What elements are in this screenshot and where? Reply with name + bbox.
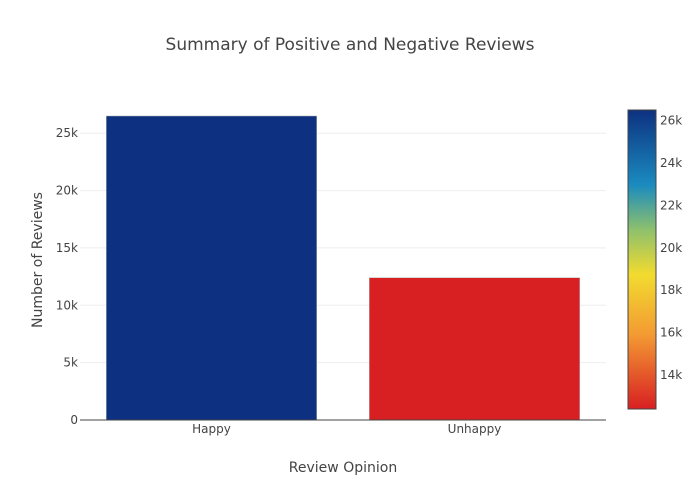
chart-title: Summary of Positive and Negative Reviews [166,35,535,55]
colorbar-tick-label: 20k [660,241,682,255]
colorbar-tick-label: 22k [660,198,682,212]
colorbar: 14k 16k 18k 20k 22k 24k 26k [627,109,682,410]
y-tick-label: 10k [56,298,78,312]
y-tick-label: 15k [56,241,78,255]
y-tick-label: 20k [56,184,78,198]
y-tick-label: 0 [70,413,78,427]
colorbar-tick-label: 26k [660,114,682,128]
bar-unhappy [369,277,580,421]
x-axis-label: Review Opinion [289,460,397,476]
colorbar-tick-label: 14k [660,368,682,382]
y-tick-label: 25k [56,126,78,140]
x-tick-label: Happy [192,422,231,436]
colorbar-gradient [627,109,657,410]
colorbar-tick-label: 24k [660,156,682,170]
bars [106,115,580,421]
x-tick-label: Unhappy [448,422,502,436]
bar-happy [106,115,317,421]
colorbar-tick-label: 16k [660,326,682,340]
y-axis-label: Number of Reviews [30,192,46,328]
colorbar-tick-label: 18k [660,283,682,297]
y-tick-label: 5k [63,356,78,370]
axes: 0 5k 10k 15k 20k 25k Happy Unhappy [56,126,606,436]
